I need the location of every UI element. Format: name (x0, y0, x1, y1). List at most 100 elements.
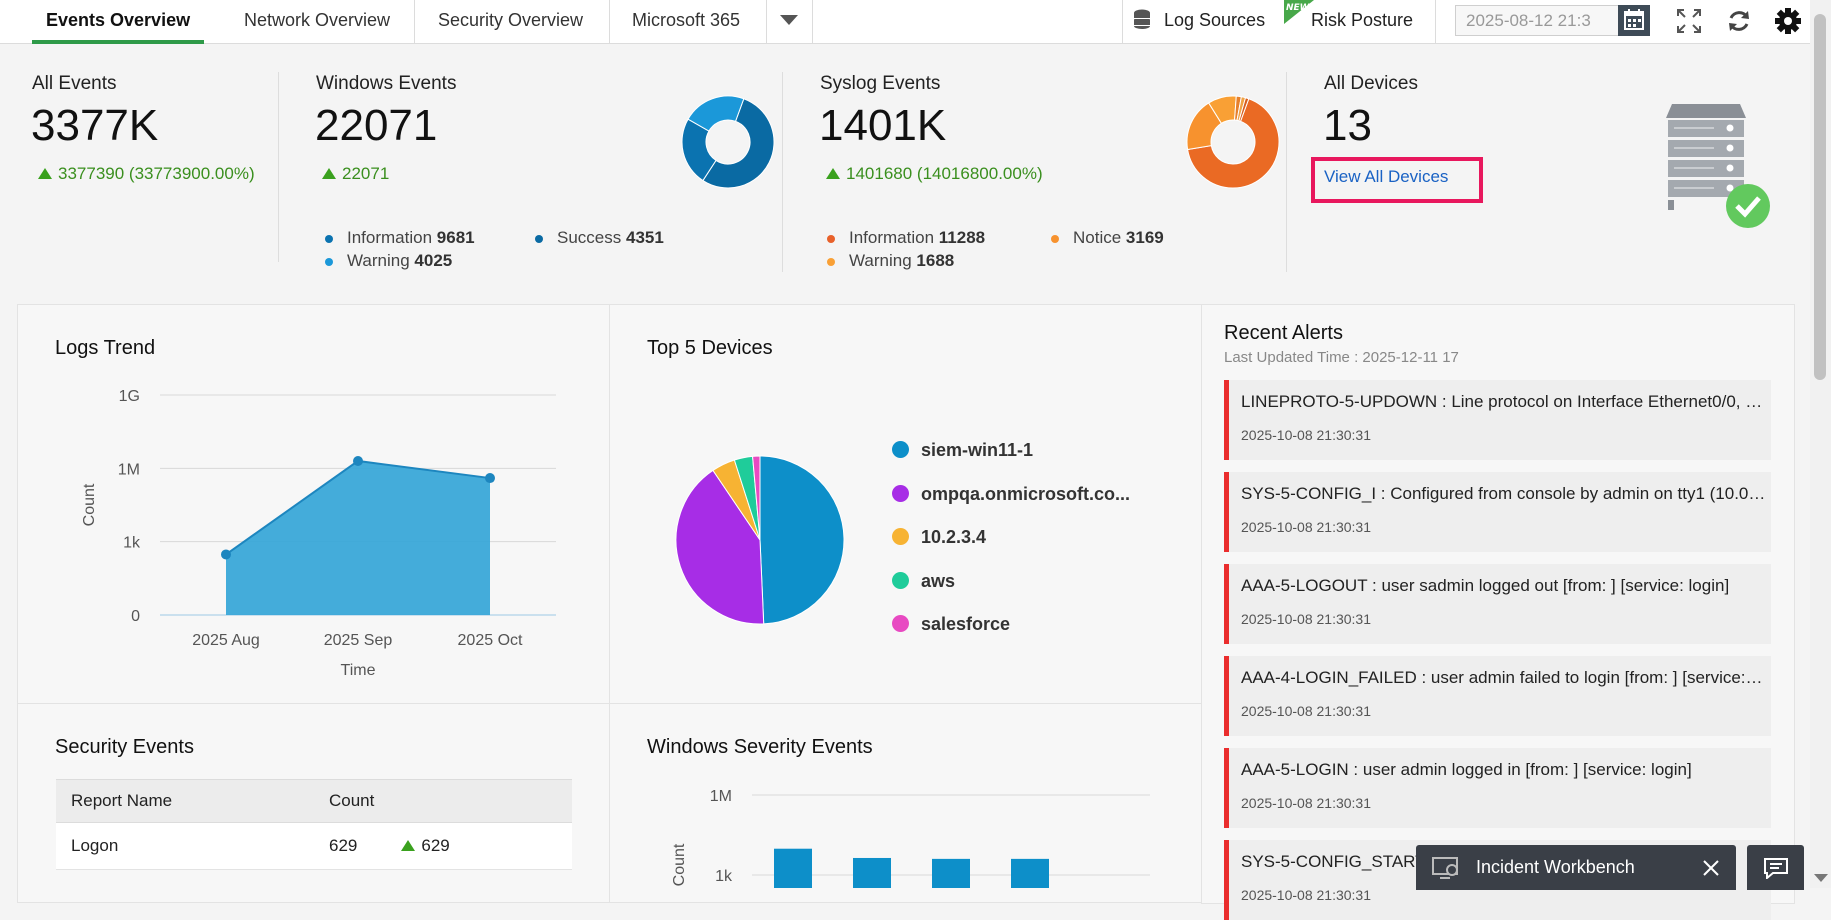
bar[interactable] (853, 857, 891, 888)
scroll-down-arrow-icon[interactable] (1813, 872, 1829, 884)
syslog-events-title: Syslog Events (820, 73, 941, 94)
workbench-monitor-icon (1432, 857, 1458, 879)
fullscreen-icon[interactable] (1676, 8, 1702, 39)
alert-item[interactable]: LINEPROTO-5-UPDOWN : Line protocol on In… (1224, 380, 1771, 460)
alert-item[interactable]: AAA-5-LOGOUT : user sadmin logged out [f… (1224, 564, 1771, 644)
pie-slice[interactable] (752, 455, 761, 541)
top-devices-pie-chart[interactable] (670, 450, 850, 630)
legend-dot-icon (892, 441, 909, 458)
y-axis-label: Count (81, 483, 98, 526)
top-navigation: Events Overview Network Overview Securit… (0, 0, 1810, 44)
pie-slice[interactable] (675, 469, 765, 625)
more-tabs-dropdown[interactable] (766, 0, 812, 44)
data-point[interactable] (221, 549, 231, 560)
chat-button[interactable] (1747, 845, 1804, 890)
alert-item[interactable]: SYS-5-CONFIG_I : Configured from console… (1224, 472, 1771, 552)
legend-dot-icon (535, 234, 543, 243)
legend-dot-icon (1051, 234, 1059, 243)
alert-timestamp: 2025-10-08 21:30:31 (1241, 887, 1371, 903)
calendar-button[interactable] (1618, 5, 1650, 36)
alert-timestamp: 2025-10-08 21:30:31 (1241, 611, 1371, 627)
legend-item: Information 9681 (325, 228, 475, 248)
tab-microsoft-365[interactable]: Microsoft 365 (632, 10, 741, 30)
divider (414, 0, 415, 44)
pie-legend-item[interactable]: 10.2.3.4 (892, 527, 986, 548)
y-tick-label: 1M (710, 788, 732, 805)
pie-slice[interactable] (759, 455, 845, 625)
data-point[interactable] (485, 473, 495, 484)
divider (766, 0, 767, 44)
alert-timestamp: 2025-10-08 21:30:31 (1241, 427, 1371, 443)
bar[interactable] (1011, 858, 1049, 888)
trend-up-icon (826, 168, 840, 179)
alert-timestamp: 2025-10-08 21:30:31 (1241, 519, 1371, 535)
divider (278, 72, 279, 262)
all-events-title: All Events (32, 73, 117, 94)
legend-dot-icon (325, 257, 333, 266)
data-point[interactable] (353, 455, 363, 466)
top-devices-title: Top 5 Devices (647, 337, 773, 359)
settings-gear-icon[interactable] (1774, 7, 1802, 40)
tab-events-overview[interactable]: Events Overview (32, 0, 205, 44)
pie-legend-item[interactable]: salesforce (892, 614, 1010, 635)
pie-legend-item[interactable]: siem-win11-1 (892, 440, 1033, 461)
bar[interactable] (932, 858, 970, 888)
column-header-report-name[interactable]: Report Name (56, 779, 314, 823)
table-row[interactable]: Logon 629 629 (56, 822, 572, 870)
recent-alerts-title: Recent Alerts (1224, 322, 1343, 344)
alert-timestamp: 2025-10-08 21:30:31 (1241, 795, 1371, 811)
windows-severity-panel (609, 703, 1202, 903)
refresh-icon[interactable] (1726, 8, 1752, 39)
legend-dot-icon (892, 615, 909, 632)
scrollbar-thumb[interactable] (1814, 14, 1826, 380)
chevron-down-icon (780, 15, 798, 25)
pie-legend-label: aws (921, 570, 956, 591)
y-tick-label: 0 (131, 608, 140, 625)
alert-item[interactable]: AAA-5-LOGIN : user admin logged in [from… (1224, 748, 1771, 828)
legend-item: Warning 1688 (827, 251, 954, 271)
legend-dot-icon (325, 234, 333, 243)
windows-donut-slice[interactable] (702, 98, 775, 189)
syslog-donut-slice[interactable] (1238, 97, 1250, 122)
windows-events-title: Windows Events (316, 73, 457, 94)
legend-dot-icon (827, 257, 835, 266)
date-range-input[interactable] (1455, 5, 1620, 36)
pie-legend-item[interactable]: ompqa.onmicrosoft.co... (892, 484, 1130, 505)
column-header-count[interactable]: Count (314, 779, 572, 823)
y-axis-label: Count (671, 843, 688, 886)
calendar-icon (1624, 9, 1644, 30)
tab-network-overview[interactable]: Network Overview (244, 10, 391, 30)
view-all-devices-link[interactable]: View All Devices (1311, 157, 1483, 203)
divider (609, 0, 610, 44)
divider (812, 0, 813, 44)
syslog-donut-slice[interactable] (1187, 98, 1280, 189)
alert-message: SYS-5-CONFIG_I : Configured from console… (1241, 484, 1766, 503)
pie-legend-item[interactable]: aws (892, 571, 955, 592)
risk-posture-button[interactable]: Risk Posture (1311, 10, 1414, 30)
windows-severity-bar-chart[interactable]: 1k 1M Count (660, 770, 1180, 888)
divider (782, 72, 783, 272)
bar[interactable] (774, 848, 812, 888)
incident-workbench-bar[interactable]: Incident Workbench (1416, 845, 1736, 890)
alert-message: AAA-5-LOGOUT : user sadmin logged out [f… (1241, 576, 1730, 595)
legend-dot-icon (892, 571, 909, 589)
report-name-cell[interactable]: Logon (56, 822, 314, 870)
syslog-events-donut-chart[interactable] (1185, 94, 1285, 194)
windows-events-donut-chart[interactable] (680, 94, 780, 194)
legend-dot-icon (827, 234, 835, 243)
y-tick-label: 1k (123, 535, 141, 552)
tab-security-overview[interactable]: Security Overview (438, 10, 584, 30)
windows-donut-slice[interactable] (687, 95, 745, 132)
legend-dot-icon (892, 528, 909, 545)
legend-dot-icon (892, 484, 909, 502)
new-badge-icon: NEW (1284, 0, 1318, 31)
log-sources-button[interactable]: Log Sources (1164, 10, 1266, 30)
alert-item[interactable]: AAA-4-LOGIN_FAILED : user admin failed t… (1224, 656, 1771, 736)
legend-item: Warning 4025 (325, 251, 452, 271)
logs-trend-chart[interactable]: 0 1k 1M 1G 2025 Aug 2025 Sep 2025 Oct Time Count (60, 370, 580, 690)
area-series[interactable] (226, 460, 490, 615)
all-devices-title: All Devices (1324, 73, 1418, 94)
table-header-row: Report Name Count (56, 779, 572, 823)
divider (1122, 0, 1123, 44)
close-icon[interactable] (1702, 859, 1720, 877)
